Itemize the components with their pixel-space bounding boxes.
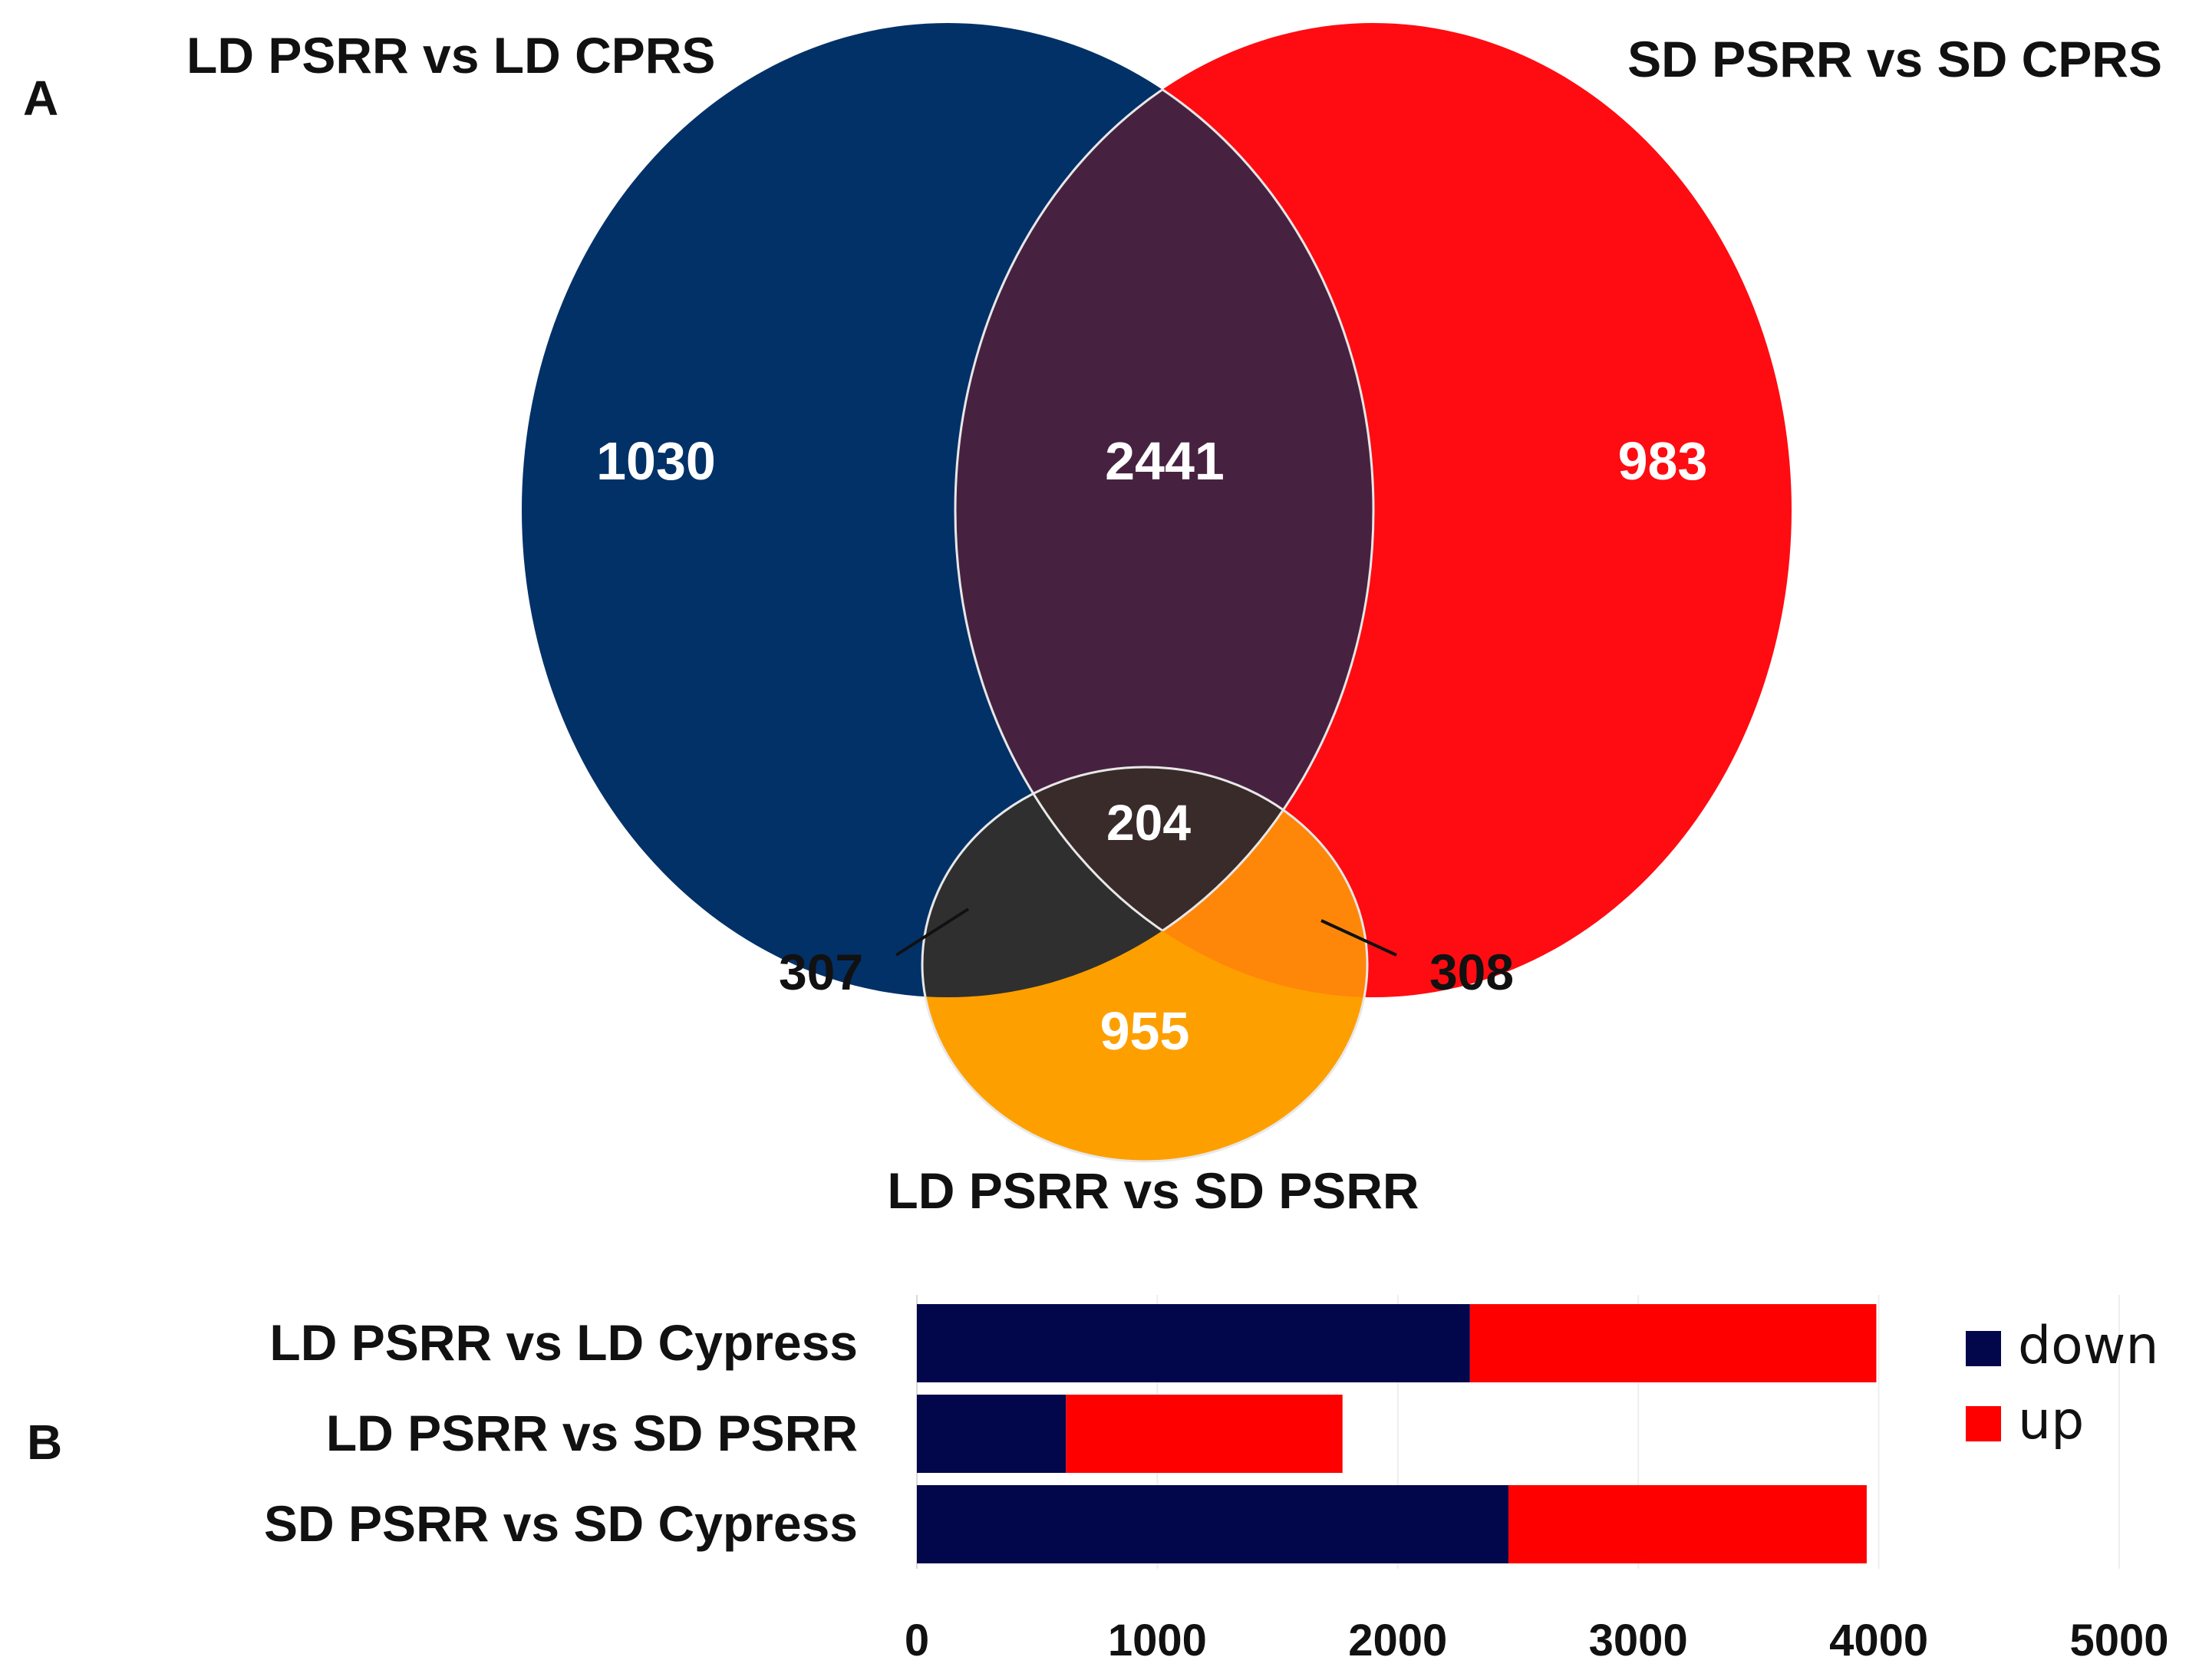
bar-down-2 [917, 1395, 1067, 1473]
legend-swatch-up [1966, 1406, 2001, 1441]
category-label: LD PSRR vs SD PSRR [326, 1405, 858, 1461]
venn-count-ld-cprs-and-ld-sd-psrr: 307 [779, 944, 863, 1000]
bar-down-1 [917, 1304, 1470, 1382]
x-tick-label: 0 [905, 1616, 929, 1665]
bar-down-3 [917, 1485, 1508, 1563]
x-tick-label: 2000 [1348, 1616, 1447, 1665]
venn-diagram: LD PSRR vs LD CPRS SD PSRR vs SD CPRS LD P… [186, 23, 2162, 1219]
venn-count-all-three: 204 [1106, 794, 1191, 851]
panel-label-b: B [27, 1415, 62, 1470]
venn-region-ld-sd-cprs-overlap [955, 23, 1373, 997]
category-label: LD PSRR vs LD Cypress [269, 1314, 858, 1371]
category-label: SD PSRR vs SD Cypress [264, 1495, 858, 1552]
venn-outline-right [954, 23, 1373, 997]
legend-swatch-down [1966, 1331, 2001, 1366]
panel-label-a: A [23, 71, 58, 126]
x-tick-label: 5000 [2069, 1616, 2168, 1665]
x-tick-label: 3000 [1589, 1616, 1688, 1665]
venn-count-sd-cprs-only: 983 [1618, 431, 1708, 491]
bar-up-2 [1066, 1395, 1343, 1473]
venn-count-ld-cprs-only: 1030 [596, 431, 716, 491]
venn-title-ld-psrr-vs-sd-psrr: LD PSRR vs SD PSRR [887, 1162, 1419, 1219]
venn-count-ld-sd-psrr-only: 955 [1100, 1001, 1190, 1061]
venn-count-sd-cprs-and-ld-sd-psrr: 308 [1429, 944, 1514, 1000]
legend-label-up: up [2018, 1391, 2084, 1451]
bar-up-1 [1469, 1304, 1877, 1382]
venn-outline-bottom [921, 766, 1369, 1163]
venn-outline-left [955, 23, 1375, 997]
venn-leader-308 [1320, 919, 1397, 957]
venn-leader-307 [895, 908, 970, 957]
x-tick-label: 4000 [1829, 1616, 1928, 1665]
stacked-bar-chart: LD PSRR vs LD Cypress LD PSRR vs SD PSRR S… [264, 1295, 2169, 1665]
venn-title-sd-psrr-vs-sd-cprs: SD PSRR vs SD CPRS [1627, 31, 2162, 87]
legend-label-down: down [2018, 1316, 2158, 1376]
x-tick-label: 1000 [1108, 1616, 1207, 1665]
venn-title-ld-psrr-vs-ld-cprs: LD PSRR vs LD CPRS [186, 27, 715, 84]
venn-count-ld-sd-cprs-overlap: 2441 [1105, 431, 1225, 491]
bar-up-3 [1508, 1485, 1867, 1563]
